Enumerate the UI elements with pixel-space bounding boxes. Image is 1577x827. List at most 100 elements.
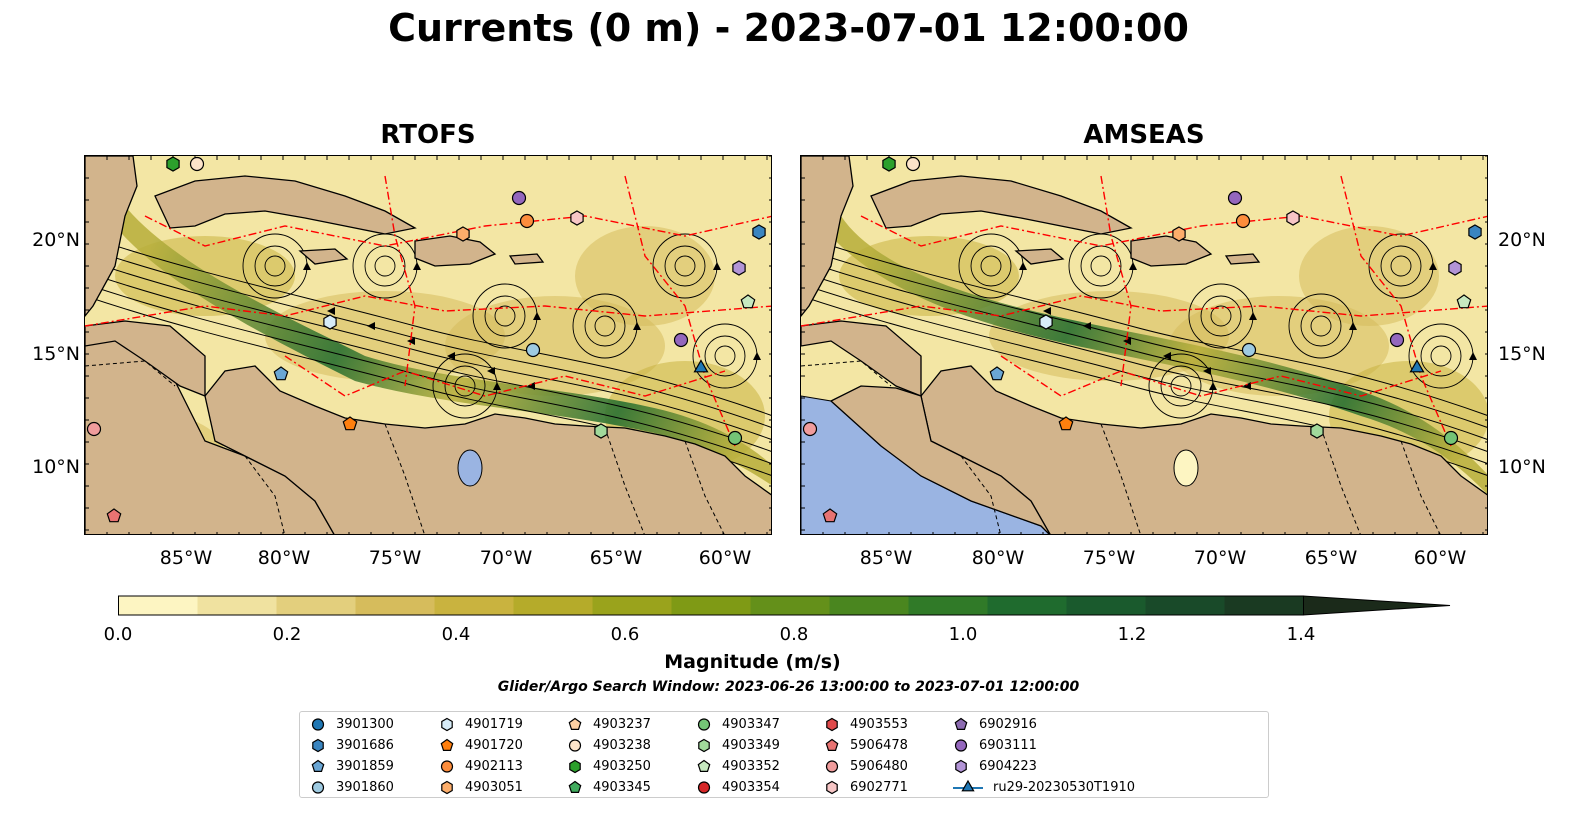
streamline-eddy [970,245,1012,287]
legend-marker [697,781,711,794]
legend-pentagon-icon [568,717,582,730]
y-tick-label: 20°N [32,229,80,251]
colorbar-tick-label: 0.0 [103,624,133,645]
land-mass [870,175,1133,235]
country-border [244,455,286,534]
legend-marker [311,759,325,772]
streamline-arrow [407,337,415,345]
x-tick-label: 70°W [479,547,533,569]
streamline-eddy [444,365,486,407]
legend-item: 6904223 [953,756,1037,776]
x-tick-label: 65°W [1304,547,1358,569]
platform-marker [989,366,1005,381]
eez-boundary [860,215,1487,247]
colorbar-tick-label: 1.4 [1286,624,1316,645]
figure-title: Currents (0 m) - 2023-07-01 12:00:00 [388,6,1189,50]
land-mass [508,253,545,265]
streamline-arrow [1043,307,1051,315]
map-canvas [801,156,1487,534]
streamline-eddy [1200,295,1242,337]
platform-marker [1443,430,1459,446]
legend-item: 4903345 [567,777,651,797]
legend-marker [569,759,581,774]
legend-item: 4903237 [567,714,651,734]
streamline-eddy [1170,375,1192,397]
streamline [801,235,1487,416]
y-tick-label: 15°N [32,343,80,365]
legend-marker [826,717,838,732]
platform-marker [1448,260,1462,276]
streamline-eddy [1300,305,1342,347]
platform-marker [1310,423,1324,439]
legend-pentagon-icon [568,780,582,793]
lake-maracaibo [457,449,483,487]
y-tick-label: 20°N [1498,229,1546,251]
streamline-eddy [704,335,746,377]
legend-label: 4903237 [593,716,651,732]
colorbar-segment [987,596,1067,615]
streamline [85,259,771,440]
colorbar-tick-label: 1.0 [948,624,978,645]
legend-marker [568,739,582,752]
streamline-eddy [980,255,1002,277]
legend-label: 3901300 [336,716,394,732]
legend-item: 4903553 [824,714,908,734]
legend-label: 4901720 [465,737,523,753]
eez-boundary [85,295,771,327]
legend-circle-icon [825,760,839,773]
platform-marker [1286,210,1300,226]
legend-circle-icon [440,760,454,773]
streamline-arrow [1209,382,1217,390]
colorbar-tick-label: 0.8 [779,624,809,645]
colorbar-tick-label: 0.2 [272,624,302,645]
colorbar-segment [513,596,593,615]
colorbar-segment [1066,596,1146,615]
legend-marker [311,718,325,731]
legend-hexagon-icon [312,738,324,753]
streamline-arrow [1163,352,1171,360]
legend-marker [825,738,839,751]
colorbar-segment [118,596,198,615]
platform-marker [1058,416,1074,431]
platform-marker [1409,359,1425,373]
platform-marker [1227,190,1243,206]
legend-label: 6902916 [979,716,1037,732]
streamline-arrow [413,262,421,270]
country-border [684,440,725,534]
map-canvas [85,156,771,534]
legend-item: 6902771 [824,777,908,797]
streamline-eddy [484,295,526,337]
streamline-arrow [1019,262,1027,270]
legend-label: 4903349 [722,737,780,753]
legend-item: 4903347 [696,714,780,734]
colorbar-segment [671,596,751,615]
legend-pentagon-icon [440,738,454,751]
land-mass [1014,248,1065,265]
legend-pentagon-icon [825,738,839,751]
eez-boundary [1340,175,1452,447]
legend-label: 4903250 [593,758,651,774]
legend-line-triangle-icon [953,779,983,792]
land-mass [801,320,922,397]
legend-item: 4901719 [439,714,523,734]
legend-item: 4901720 [439,735,523,755]
country-border [801,360,892,387]
colorbar-segment [592,596,672,615]
legend-item: 4903352 [696,756,780,776]
legend-marker [825,760,839,773]
legend-marker [440,738,454,751]
x-tick-label: 60°W [1413,547,1467,569]
streamline-arrow [1129,262,1137,270]
colorbar-tick-label: 1.2 [1117,624,1147,645]
legend-item: 3901859 [310,756,394,776]
legend-circle-icon [697,718,711,731]
platform-marker [732,260,746,276]
x-tick-label: 75°W [368,547,422,569]
legend: 3901300 3901686 3901859 3901860 4901719 49017… [299,711,1269,798]
x-tick-label: 80°W [257,547,311,569]
colorbar [118,595,1451,616]
search-window-caption: Glider/Argo Search Window: 2023-06-26 13… [497,679,1080,695]
streamline-arrow [1243,382,1251,390]
legend-label: 3901686 [336,737,394,753]
legend-pentagon-icon [954,717,968,730]
